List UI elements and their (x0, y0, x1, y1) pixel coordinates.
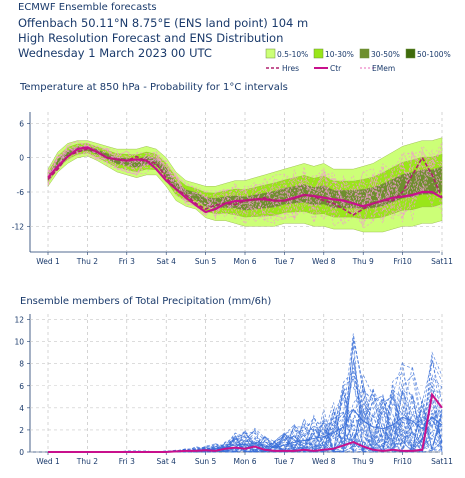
legend-label-2: 30-50% (371, 50, 400, 59)
temp-ens-member (47, 145, 443, 222)
temp-ens-member (47, 144, 443, 219)
temp-ens-member (47, 145, 443, 217)
header-subtitle: High Resolution Forecast and ENS Distrib… (18, 31, 284, 45)
legend-label-0: 0.5-10% (277, 50, 308, 59)
temp-ens-member (47, 149, 443, 229)
precip-ytick-label: 2 (19, 426, 24, 435)
legend-line-label-0: Hres (282, 64, 299, 73)
precip-xtick-label: Wed 1 (36, 457, 60, 466)
temp-xtick-label: Thu 2 (76, 257, 98, 266)
temp-ens-member (47, 143, 443, 221)
precip-xtick-label: Mon 6 (234, 457, 257, 466)
temp-xtick-label: Tue 7 (273, 257, 294, 266)
precip-xtick-label: Fri 3 (119, 457, 135, 466)
temperature-chart-title: Temperature at 850 hPa - Probability for… (20, 82, 288, 93)
precip-ytick-label: 8 (19, 360, 24, 369)
precip-ytick-label: 4 (19, 404, 24, 413)
legend-swatch-1 (313, 48, 324, 59)
legend-line-label-1: Ctr (330, 64, 342, 73)
precip-xtick-label: Thu 2 (76, 457, 98, 466)
precip-xtick-label: Sat 4 (156, 457, 176, 466)
header-date: Wednesday 1 March 2023 00 UTC (18, 46, 212, 60)
temp-xtick-label: Sun 5 (195, 257, 217, 266)
temp-ens-member (47, 144, 443, 223)
temp-xtick-label: Thu 9 (352, 257, 374, 266)
temp-xtick-label: Fri10 (393, 257, 412, 266)
temp-xtick-label: Wed 1 (36, 257, 60, 266)
temp-xtick-label: Sat11 (431, 257, 453, 266)
precip-ytick-label: 10 (14, 338, 24, 347)
temp-xtick-label: Sat 4 (156, 257, 176, 266)
legend-line-label-2: EMem (372, 64, 395, 73)
precip-hres-line (48, 392, 443, 453)
temp-ens-member (47, 145, 443, 221)
temp-xtick-label: Mon 6 (234, 257, 257, 266)
precip-xtick-label: Wed 8 (312, 457, 336, 466)
temp-ytick-label: 6 (19, 119, 24, 128)
precip-xtick-label: Tue 7 (273, 457, 294, 466)
temp-hres-line (47, 148, 443, 216)
temp-ytick-label: -12 (12, 222, 24, 231)
header-line1: ECMWF Ensemble forecasts (18, 2, 157, 13)
precip-ytick-label: 0 (19, 448, 24, 457)
precip-ytick-label: 12 (14, 316, 24, 325)
legend-swatch-2 (359, 48, 370, 59)
temp-xtick-label: Wed 8 (312, 257, 336, 266)
legend-label-3: 50-100% (417, 50, 451, 59)
precip-xtick-label: Fri10 (393, 457, 412, 466)
temp-ytick-label: -6 (17, 188, 25, 197)
precip-ytick-label: 6 (19, 382, 24, 391)
precip-chart-title: Ensemble members of Total Precipitation … (20, 296, 272, 307)
header-location: Offenbach 50.11°N 8.75°E (ENS land point… (18, 16, 309, 30)
temp-ytick-label: 0 (19, 154, 24, 163)
legend-swatch-0 (265, 48, 276, 59)
precip-xtick-label: Thu 9 (352, 457, 374, 466)
temp-ens-member (47, 147, 443, 225)
temp-ens-member (47, 142, 443, 223)
legend-swatch-3 (405, 48, 416, 59)
precip-xtick-label: Sat11 (431, 457, 453, 466)
temp-ens-member (47, 147, 443, 214)
precip-xtick-label: Sun 5 (195, 457, 217, 466)
temp-xtick-label: Fri 3 (119, 257, 135, 266)
legend-label-1: 10-30% (325, 50, 354, 59)
